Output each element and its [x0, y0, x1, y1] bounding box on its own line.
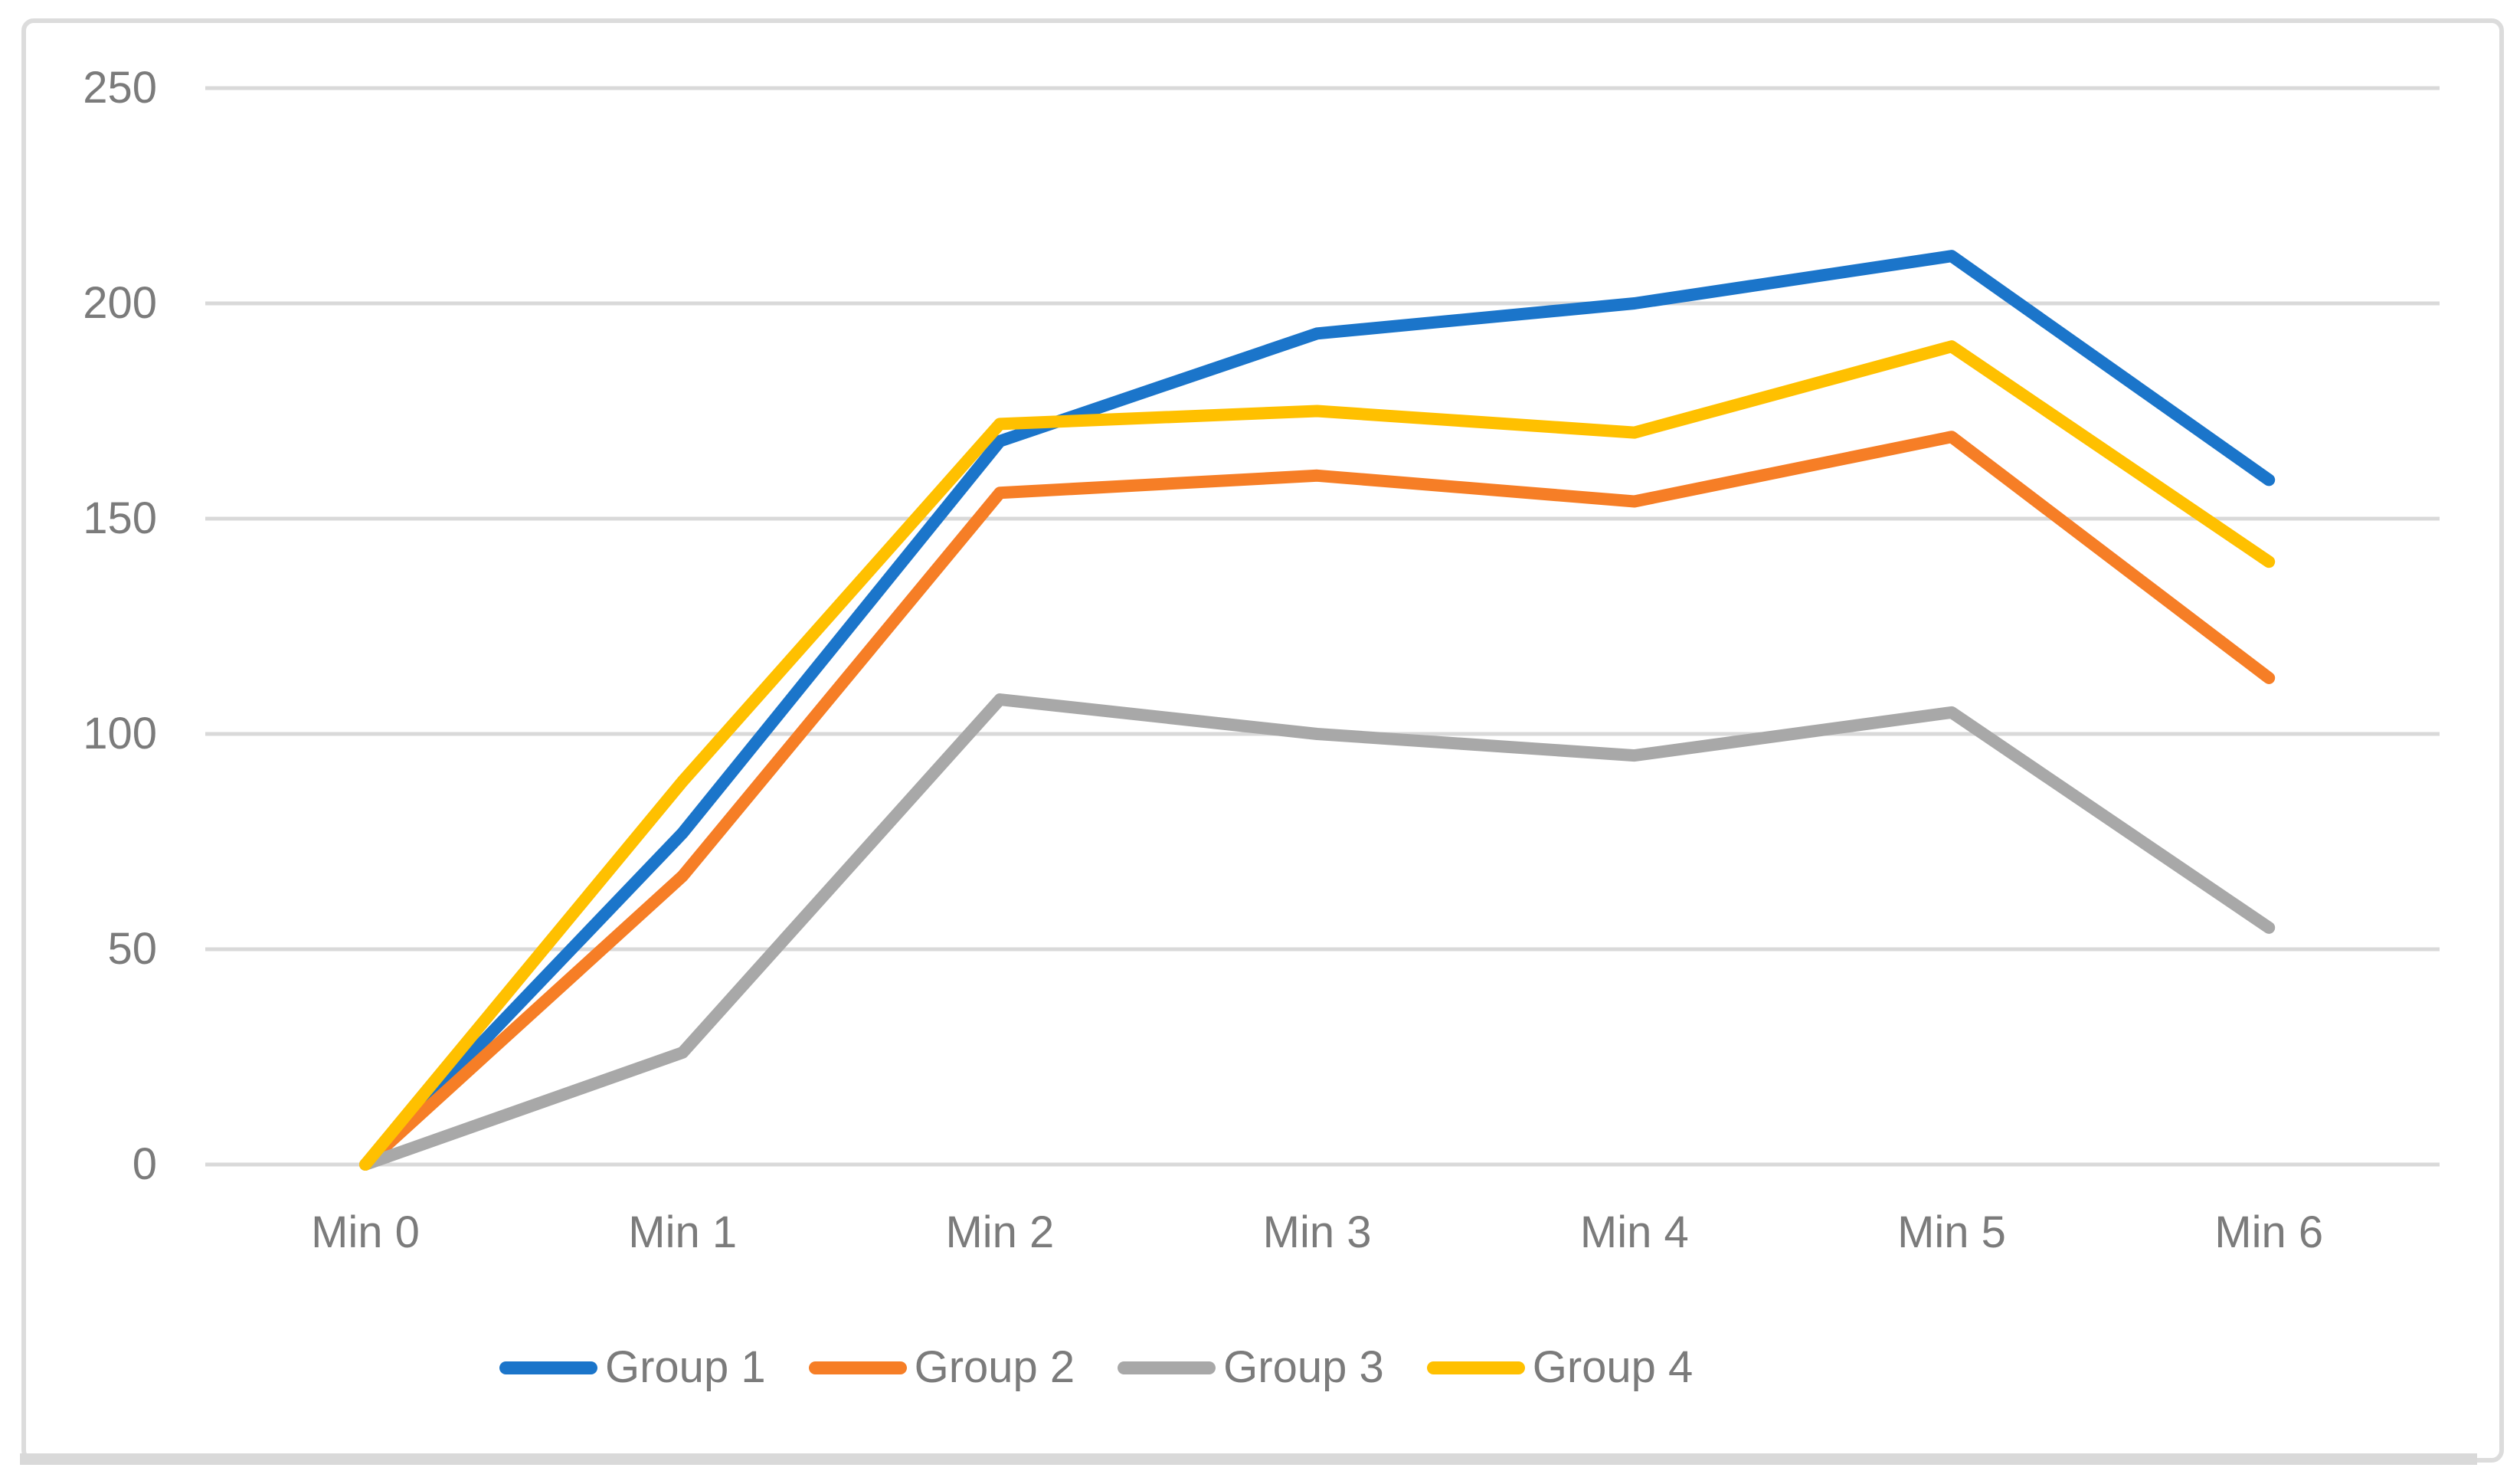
bottom-bar [20, 1453, 2477, 1465]
y-axis-tick-label-250: 250 [83, 63, 157, 113]
legend-label: Group 1 [605, 1342, 766, 1392]
series-line-group-2[interactable] [359, 431, 2276, 1171]
x-axis-tick-label-4: Min 4 [1579, 1207, 1689, 1257]
legend-item-group-2[interactable]: Group 2 [808, 1341, 1075, 1394]
legend-item-group-3[interactable]: Group 3 [1118, 1341, 1384, 1394]
x-axis-tick-label-0: Min 0 [311, 1207, 420, 1257]
legend-swatch-group-2 [808, 1361, 907, 1374]
series-line-group-3[interactable] [359, 693, 2276, 1171]
legend-item-group-4[interactable]: Group 4 [1426, 1341, 1694, 1394]
x-axis-tick-label-5: Min 5 [1897, 1207, 2006, 1257]
y-axis-tick-label-0: 0 [132, 1139, 157, 1189]
y-axis-tick-label-100: 100 [83, 709, 157, 758]
y-axis-tick-label-150: 150 [83, 493, 157, 543]
legend-swatch-group-4 [1426, 1361, 1525, 1374]
y-axis-tick-label-200: 200 [83, 278, 157, 328]
x-axis-tick-label-2: Min 2 [945, 1207, 1055, 1257]
x-axis-tick-label-1: Min 1 [628, 1207, 738, 1257]
y-axis-tick-label-50: 50 [107, 924, 157, 974]
x-axis-tick-label-3: Min 3 [1262, 1207, 1372, 1257]
legend-item-group-1[interactable]: Group 1 [499, 1341, 766, 1394]
x-axis-tick-label-6: Min 6 [2214, 1207, 2324, 1257]
legend-label: Group 2 [914, 1342, 1075, 1392]
legend-swatch-group-3 [1118, 1361, 1216, 1374]
legend: Group 1 Group 2 Group 3 Group 4 [499, 1341, 1693, 1394]
series-line-group-4[interactable] [359, 340, 2276, 1171]
legend-label: Group 3 [1223, 1342, 1384, 1392]
legend-swatch-group-1 [499, 1361, 597, 1374]
legend-label: Group 4 [1532, 1342, 1694, 1392]
series-line-group-1[interactable] [359, 250, 2276, 1171]
